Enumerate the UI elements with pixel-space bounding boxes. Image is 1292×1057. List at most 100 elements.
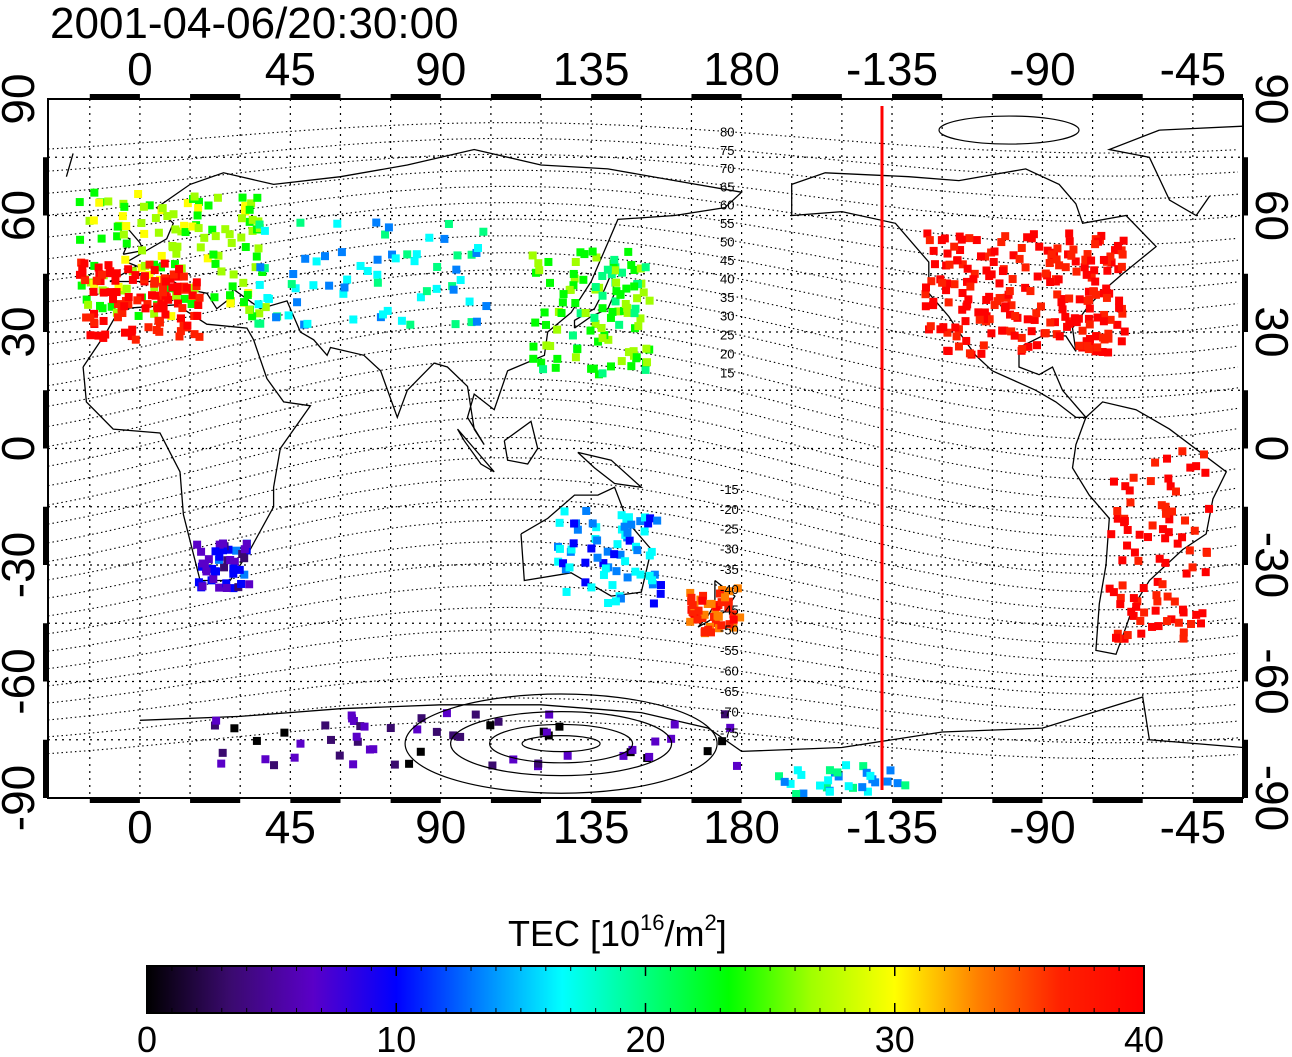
tec-point [190, 192, 199, 201]
tec-point [124, 292, 133, 301]
tec-point [111, 276, 120, 285]
tec-point [176, 327, 185, 336]
tec-point [598, 291, 607, 300]
tec-point [1158, 580, 1167, 589]
frame-bar [1192, 798, 1243, 803]
tec-point [229, 584, 238, 593]
tec-point [272, 313, 281, 322]
tec-point [562, 587, 571, 596]
tec-point [1118, 309, 1127, 318]
tec-point [128, 275, 137, 284]
tec-point [114, 282, 123, 291]
tec-point [640, 527, 649, 536]
tec-point [1113, 629, 1122, 638]
tec-point [1118, 581, 1127, 590]
tec-point [193, 211, 202, 220]
tec-point [449, 731, 458, 740]
frame-bar [43, 623, 48, 682]
tec-point [1115, 296, 1124, 305]
tec-point [539, 365, 548, 374]
tec-point [195, 332, 204, 341]
left-lat-tick-label: 30 [0, 306, 44, 357]
tec-point [89, 216, 98, 225]
tec-point [94, 263, 103, 272]
tec-point [333, 219, 342, 228]
tec-point [112, 308, 121, 317]
tec-point [173, 282, 182, 291]
tec-point [612, 278, 621, 287]
tec-point [634, 322, 643, 331]
tec-point [416, 747, 425, 756]
tec-point [140, 229, 149, 238]
tec-point [1148, 622, 1157, 631]
tec-point [711, 619, 720, 628]
tec-region [254, 218, 491, 329]
frame-bar [43, 506, 48, 565]
tec-point [248, 215, 257, 224]
tec-point [990, 247, 999, 256]
tec-point [944, 298, 953, 307]
tec-point [120, 202, 129, 211]
polar-contour [488, 723, 634, 764]
tec-point [112, 269, 121, 278]
tec-point [966, 282, 975, 291]
tec-point [124, 265, 133, 274]
tec-point [622, 517, 631, 526]
tec-point [1099, 333, 1108, 342]
tec-point [140, 261, 149, 270]
frame-bar [791, 798, 842, 803]
tec-point [624, 348, 633, 357]
tec-point [1017, 244, 1026, 253]
tec-point [553, 325, 562, 334]
tec-point [98, 304, 107, 313]
tec-point [636, 264, 645, 273]
tec-point [252, 252, 261, 261]
tec-point [229, 564, 238, 573]
tec-point [1055, 261, 1064, 270]
tec-point [610, 550, 619, 559]
tec-point [997, 238, 1006, 247]
contour-label: -55 [720, 643, 739, 658]
tec-point [1105, 584, 1114, 593]
tec-point [1104, 329, 1113, 338]
tec-point [1136, 616, 1145, 625]
tec-point [816, 781, 825, 790]
contour-label: 20 [720, 346, 734, 361]
tec-point [169, 270, 178, 279]
tec-point [118, 309, 127, 318]
contour-label: -70 [720, 705, 739, 720]
tec-point [417, 714, 426, 723]
tec-point [211, 547, 220, 556]
tec-point [1078, 326, 1087, 335]
tec-point [254, 244, 263, 253]
contour-label: -15 [720, 482, 739, 497]
tec-point [254, 300, 263, 309]
contour-label: -75 [720, 725, 739, 740]
tec-point [1148, 521, 1157, 530]
tec-point [641, 513, 650, 522]
tec-point [698, 596, 707, 605]
tec-point [1053, 244, 1062, 253]
frame-bar [43, 273, 48, 332]
tec-point [591, 283, 600, 292]
tec-point [725, 587, 734, 596]
tec-point [707, 628, 716, 637]
tec-point [416, 293, 425, 302]
tec-point [456, 732, 465, 741]
tec-point [1052, 255, 1061, 264]
tec-point [940, 234, 949, 243]
tec-point [1179, 628, 1188, 637]
tec-point [569, 539, 578, 548]
tec-point [381, 230, 390, 239]
tec-point [203, 254, 212, 263]
tec-point [159, 282, 168, 291]
tec-point [1109, 588, 1118, 597]
tec-point [534, 759, 543, 768]
tec-point [1168, 507, 1177, 516]
tec-point [227, 238, 236, 247]
top-lon-tick-label: 0 [127, 43, 153, 95]
tec-point [717, 598, 726, 607]
tec-point [241, 243, 250, 252]
left-lat-ticks: 90 60 30 0 -30 -60 -90 [0, 73, 44, 831]
tec-point [953, 256, 962, 265]
